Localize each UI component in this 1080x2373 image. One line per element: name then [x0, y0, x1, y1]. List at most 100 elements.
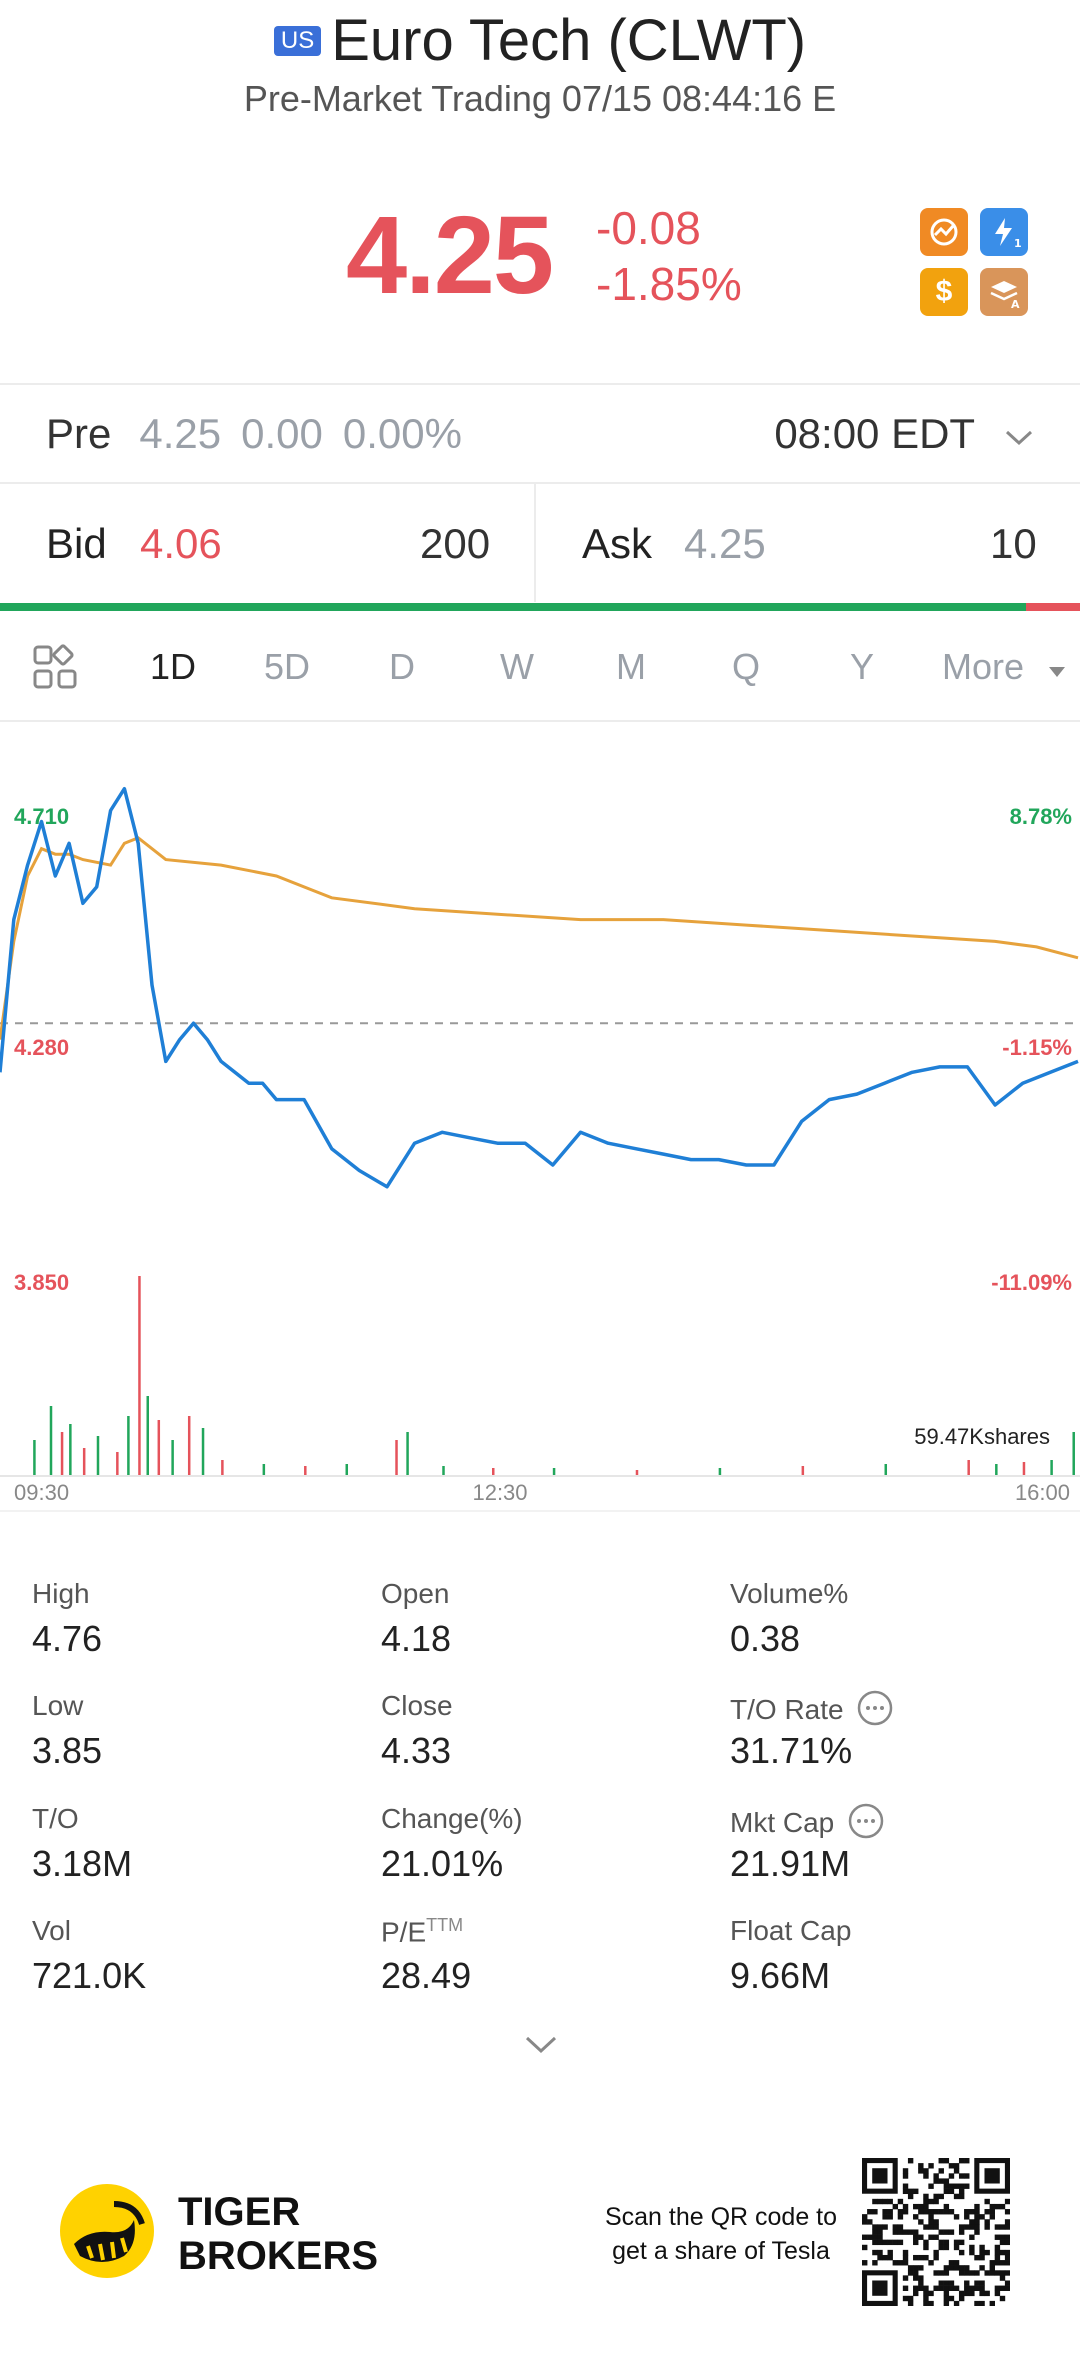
qr-module — [872, 2229, 878, 2235]
qr-module — [984, 2198, 990, 2205]
qr-module — [902, 2173, 909, 2179]
qr-module — [897, 2214, 904, 2220]
stat-label: Change(%) — [381, 1803, 523, 1834]
qr-module — [1004, 2280, 1010, 2286]
market-status-text: Pre-Market Trading 07/15 08:44:16 E — [243, 78, 837, 119]
tab-d[interactable]: D — [389, 646, 415, 687]
layers-a-icon[interactable]: A — [980, 268, 1028, 316]
qr-module — [923, 2193, 929, 2200]
qr-module — [969, 2285, 975, 2291]
bid-label: Bid — [46, 520, 107, 567]
qr-module — [882, 2198, 888, 2205]
qr-caption: Scan the QR code to get a share of Tesla — [586, 2200, 856, 2268]
qr-module — [958, 2270, 965, 2276]
pre-change: 0.00 — [241, 410, 323, 457]
qr-module — [892, 2224, 899, 2230]
qr-module — [913, 2254, 919, 2261]
qr-module — [969, 2249, 975, 2256]
volume-bar — [406, 1432, 409, 1476]
qr-finder-center — [872, 2280, 888, 2296]
qr-module — [974, 2219, 980, 2225]
session-time-dropdown[interactable]: 08:00 EDT — [774, 410, 1034, 458]
qr-module — [964, 2209, 970, 2215]
qr-module — [862, 2260, 868, 2266]
qr-module — [969, 2290, 975, 2297]
qr-module — [984, 2219, 990, 2225]
info-more-icon[interactable] — [857, 1690, 893, 1733]
qr-module — [1004, 2249, 1010, 2256]
qr-module — [882, 2214, 888, 2220]
qr-module — [882, 2254, 888, 2261]
tab-1d[interactable]: 1D — [150, 646, 197, 687]
change-value: -0.08 — [596, 202, 701, 254]
qr-module — [999, 2295, 1006, 2302]
qr-module — [1004, 2254, 1010, 2261]
qr-module — [872, 2239, 878, 2246]
brand-name: TIGER BROKERS — [178, 2190, 378, 2278]
qr-module — [867, 2209, 873, 2215]
qr-module — [1004, 2198, 1010, 2205]
info-more-icon[interactable] — [848, 1803, 884, 1846]
lightning-l1-icon[interactable]: 1 — [980, 208, 1028, 256]
qr-module — [979, 2280, 985, 2286]
qr-module — [918, 2209, 924, 2215]
chart-layout-icon[interactable] — [32, 644, 78, 695]
qr-module — [979, 2265, 985, 2271]
qr-module — [913, 2239, 919, 2246]
stat-value: 4.33 — [381, 1730, 452, 1771]
qr-module — [902, 2209, 909, 2215]
tab-w[interactable]: W — [500, 646, 534, 687]
qr-module — [953, 2214, 960, 2220]
qr-module — [994, 2260, 1001, 2266]
qr-module — [938, 2193, 944, 2200]
qr-module — [948, 2285, 955, 2291]
stat-label: Open — [381, 1578, 450, 1609]
qr-module — [943, 2300, 950, 2306]
qr-module — [989, 2260, 995, 2266]
volume-bar — [127, 1416, 130, 1476]
expand-chevron-icon[interactable] — [524, 2034, 558, 2061]
qr-module — [928, 2198, 934, 2205]
qr-module — [989, 2300, 995, 2306]
volume-bar — [967, 1460, 970, 1476]
tab-q[interactable]: Q — [732, 646, 761, 687]
tab-y[interactable]: Y — [850, 646, 875, 687]
volume-bar — [49, 1406, 53, 1476]
stat-value: 0.38 — [730, 1618, 801, 1659]
stat-value: 3.18M — [32, 1843, 133, 1884]
qr-module — [918, 2280, 924, 2286]
volume-bar — [1072, 1432, 1075, 1476]
volume-bar — [116, 1452, 119, 1476]
qr-module — [862, 2219, 868, 2225]
qr-module — [902, 2203, 909, 2210]
pre-label: Pre — [46, 410, 112, 457]
qr-module — [923, 2224, 929, 2230]
qr-module — [933, 2224, 939, 2230]
qr-module — [887, 2254, 893, 2261]
trend-chart-icon[interactable] — [920, 208, 968, 256]
qr-module — [964, 2224, 970, 2230]
dollar-icon[interactable]: $ — [920, 268, 968, 316]
intraday-chart[interactable]: 4.710 4.280 3.850 8.78% -1.15% -11.09% 5… — [0, 780, 1080, 1500]
qr-module — [984, 2290, 990, 2297]
qr-module — [943, 2280, 950, 2286]
qr-module — [974, 2254, 980, 2261]
qr-module — [923, 2209, 929, 2215]
qr-module — [1004, 2260, 1010, 2266]
qr-module — [897, 2224, 904, 2230]
y-axis-pct-mid: -1.15% — [1002, 1035, 1072, 1060]
tab-more[interactable]: More — [942, 646, 1066, 688]
qr-module — [928, 2260, 934, 2266]
qr-module — [964, 2270, 970, 2276]
qr-module — [974, 2280, 980, 2286]
tab-5d[interactable]: 5D — [264, 646, 311, 687]
volume-bar — [96, 1436, 100, 1476]
qr-module — [979, 2290, 985, 2297]
qr-module — [1004, 2209, 1010, 2215]
volume-bar — [171, 1440, 174, 1476]
tab-m[interactable]: M — [616, 646, 646, 687]
qr-module — [1004, 2224, 1010, 2230]
stat-label-text: P/E — [381, 1916, 427, 1948]
qr-module — [953, 2193, 960, 2200]
qr-module — [989, 2265, 995, 2271]
